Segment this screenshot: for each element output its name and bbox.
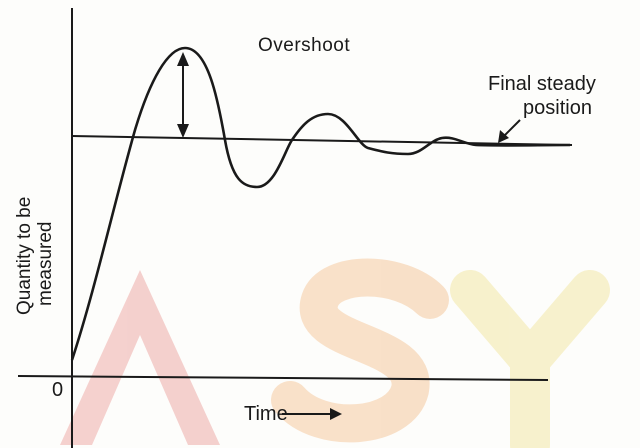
- origin-label: 0: [52, 379, 64, 401]
- x-axis-label-time: Time: [244, 403, 288, 425]
- time-arrowhead: [330, 408, 342, 420]
- watermark-letter-a: [60, 270, 220, 445]
- watermark-letter-s: [271, 258, 449, 443]
- overshoot-arrowhead-down: [177, 124, 189, 138]
- final-steady-position-label-line1: Final steady: [488, 73, 596, 95]
- watermark: [60, 258, 610, 448]
- overshoot-label: Overshoot: [258, 35, 351, 56]
- x-axis: [17, 375, 549, 381]
- response-curve: [70, 46, 571, 361]
- final-steady-position-label-line2: position: [523, 97, 592, 119]
- overshoot-arrowhead-up: [177, 52, 189, 66]
- final-position-pointer-arrowhead: [498, 130, 509, 143]
- y-axis-label-line1: Quantity to be: [14, 196, 35, 315]
- y-axis-label-line2: measured: [35, 221, 56, 307]
- final-steady-position-line: [71, 135, 573, 146]
- watermark-letter-y: [450, 270, 610, 448]
